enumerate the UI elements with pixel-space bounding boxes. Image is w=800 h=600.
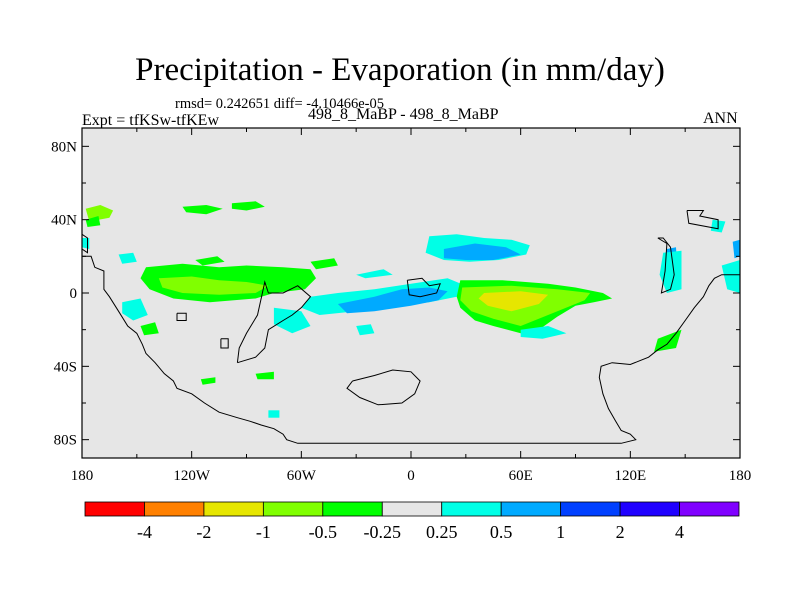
colorbar-swatch-2 [203,501,264,517]
stats-label: rmsd= 0.242651 diff= -4.10466e-05 [175,96,384,112]
colorbar-swatch-7 [500,501,562,517]
x-tick-label-1: 120W [173,468,211,484]
coastline-1 [236,280,312,364]
coastline-4 [657,237,675,294]
contour-region-4 [118,252,137,264]
colorbar-swatch-1 [144,501,205,517]
colorbar-label-3: -0.5 [309,522,338,542]
x-tick-label-4: 60E [509,468,533,484]
contour-region-29 [721,260,740,293]
colorbar-label-9: 4 [675,522,684,542]
x-tick-label-6: 180 [729,468,752,484]
contour-region-15 [255,371,274,380]
colorbar-label-2: -1 [256,522,271,542]
contour-region-23 [520,326,567,339]
contour-region-8 [310,258,338,270]
coastline-0 [82,255,740,444]
x-tick-label-0: 180 [71,468,94,484]
contour-region-24 [356,269,393,279]
colorbar-swatch-6 [441,501,502,517]
season-label: ANN [703,110,738,127]
y-tick-label-2: 0 [70,286,78,302]
colorbar-label-4: -0.25 [364,522,402,542]
y-tick-label-1: 40N [51,213,77,229]
contour-region-10 [337,287,448,314]
y-tick-label-4: 80S [54,433,77,449]
coastline-3 [406,277,441,298]
y-tick-label-3: 40S [54,359,77,375]
coastline-6 [82,233,88,254]
contour-region-0 [85,205,114,222]
contour-region-17 [268,410,280,418]
coastline-2 [346,369,421,406]
colorbar-swatch-0 [84,501,145,517]
coastline-8 [220,338,229,349]
colorbar-swatch-10 [679,501,740,517]
contour-fill-layer [82,201,740,418]
contour-region-19 [443,243,521,260]
chart-title: Precipitation - Evaporation (in mm/day) [135,52,665,88]
contour-region-22 [478,291,549,312]
contour-region-3 [231,201,265,211]
colorbar-swatch-5 [381,501,443,517]
colorbar-label-6: 0.5 [490,522,513,542]
contour-region-6 [158,276,269,295]
colorbar-label-1: -2 [196,522,211,542]
contour-region-16 [200,377,216,385]
y-tick-label-0: 80N [51,139,77,155]
cases-label: 498_8_MaBP - 498_8_MaBP [308,106,499,123]
contour-region-12 [122,298,148,321]
contour-region-27 [732,239,740,259]
x-tick-label-5: 120E [614,468,646,484]
contour-region-7 [195,256,225,266]
contour-region-14 [356,324,375,336]
contour-region-11 [273,307,311,334]
colorbar-label-8: 2 [616,522,625,542]
contour-region-31 [82,238,90,249]
colorbar-label-7: 1 [556,522,565,542]
experiment-label: Expt = tfKSw-tfKEw [82,112,220,129]
coastline-5 [686,210,719,230]
contour-region-26 [659,250,682,293]
colorbar-label-0: -4 [137,522,152,542]
colorbar-swatch-3 [262,501,324,517]
colorbar-swatch-4 [322,501,383,517]
colorbar-swatch-9 [619,501,680,517]
x-tick-label-2: 60W [287,468,317,484]
x-tick-label-3: 0 [407,468,415,484]
coastline-7 [176,312,187,321]
coastline-layer [82,210,740,444]
contour-region-1 [85,216,101,227]
axis-ticks: 180 120W 60W 0 60E 120E 180 80N 40N 0 40S 80S [51,128,751,484]
contour-region-13 [140,322,159,336]
colorbar: -4 -2 -1 -0.5 -0.25 0.25 0.5 1 2 4 [84,501,740,542]
colorbar-label-5: 0.25 [426,522,458,542]
colorbar-swatch-8 [560,501,621,517]
contour-region-2 [182,205,223,215]
